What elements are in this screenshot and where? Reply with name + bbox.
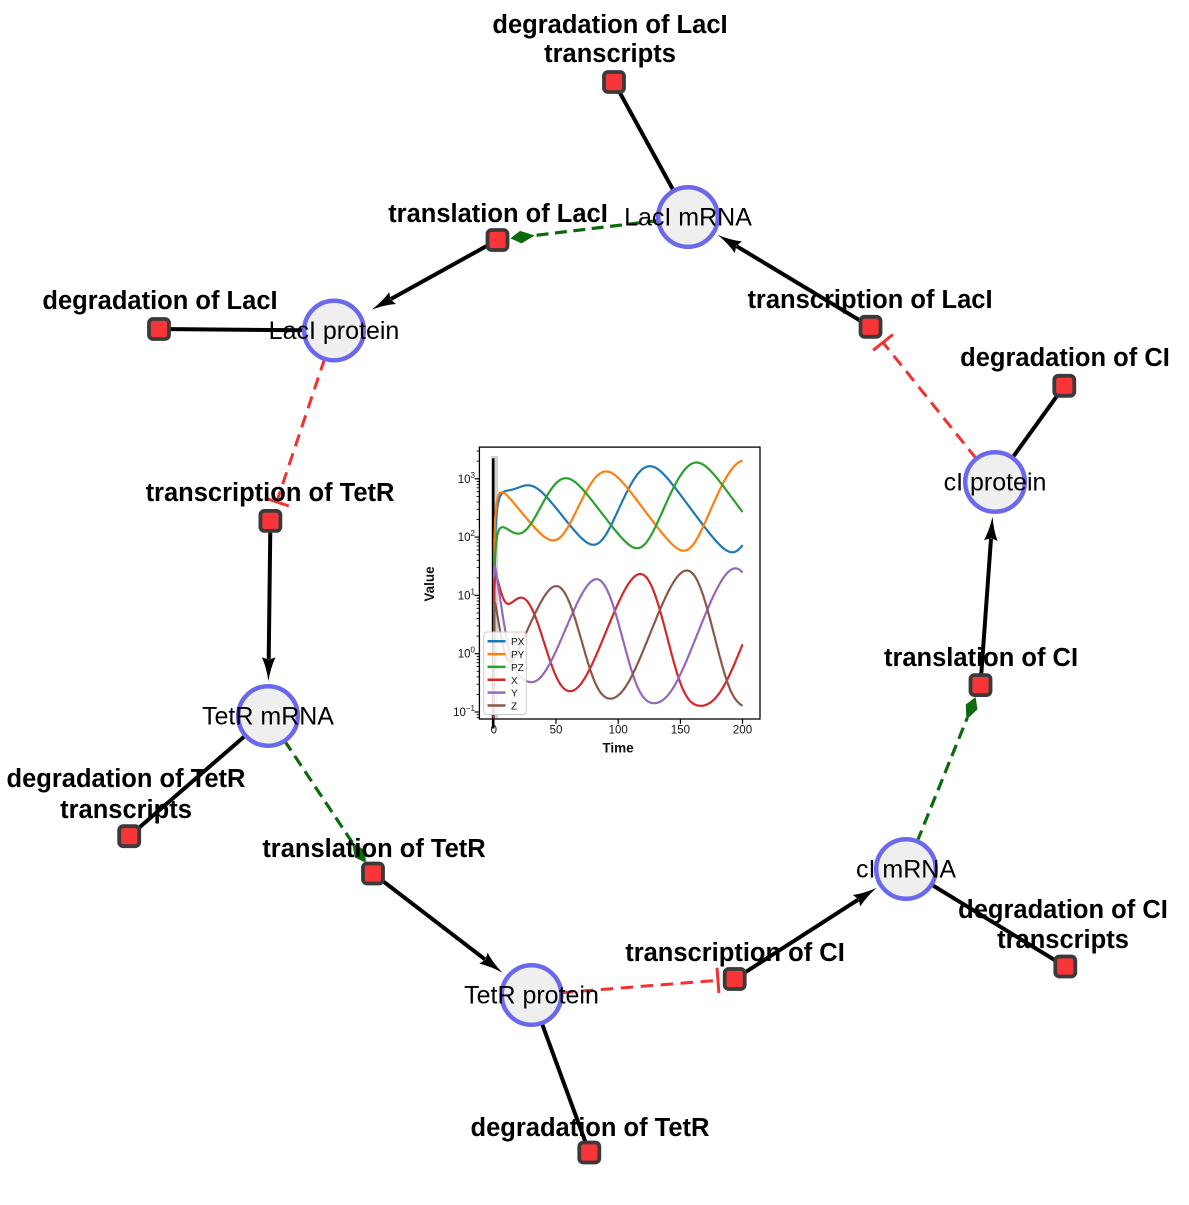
svg-text:transcription of LacI: transcription of LacI <box>747 286 992 314</box>
svg-text:transcripts: transcripts <box>544 40 676 68</box>
svg-text:cI mRNA: cI mRNA <box>856 856 956 884</box>
svg-text:transcripts: transcripts <box>60 796 192 824</box>
svg-text:transcription of TetR: transcription of TetR <box>146 479 395 507</box>
svg-text:degradation of TetR: degradation of TetR <box>7 765 246 793</box>
svg-text:cI protein: cI protein <box>944 469 1047 497</box>
svg-text:Value: Value <box>422 566 437 602</box>
svg-text:TetR mRNA: TetR mRNA <box>202 703 334 731</box>
svg-text:translation of CI: translation of CI <box>884 644 1078 672</box>
svg-text:100: 100 <box>609 725 628 737</box>
svg-text:translation of TetR: translation of TetR <box>262 835 485 863</box>
svg-text:LacI protein: LacI protein <box>269 317 400 345</box>
svg-text:50: 50 <box>550 725 563 737</box>
svg-text:degradation of CI: degradation of CI <box>960 344 1170 372</box>
svg-text:PZ: PZ <box>511 663 524 674</box>
svg-text:transcription of CI: transcription of CI <box>625 939 845 967</box>
svg-text:degradation of LacI: degradation of LacI <box>42 287 277 315</box>
svg-text:Z: Z <box>511 702 517 713</box>
svg-text:degradation of LacI: degradation of LacI <box>492 11 727 39</box>
svg-text:LacI mRNA: LacI mRNA <box>624 204 752 232</box>
svg-text:degradation of CI: degradation of CI <box>958 896 1168 924</box>
svg-text:0: 0 <box>491 725 497 737</box>
svg-text:TetR protein: TetR protein <box>464 982 599 1010</box>
svg-text:200: 200 <box>733 725 752 737</box>
svg-text:150: 150 <box>671 725 690 737</box>
svg-text:X: X <box>511 676 518 687</box>
svg-text:Y: Y <box>511 689 518 700</box>
svg-text:PX: PX <box>511 637 525 648</box>
svg-text:translation of LacI: translation of LacI <box>388 200 608 228</box>
svg-text:Time: Time <box>602 741 634 756</box>
svg-text:degradation of TetR: degradation of TetR <box>471 1114 710 1142</box>
svg-text:transcripts: transcripts <box>997 926 1129 954</box>
svg-text:PY: PY <box>511 650 525 661</box>
